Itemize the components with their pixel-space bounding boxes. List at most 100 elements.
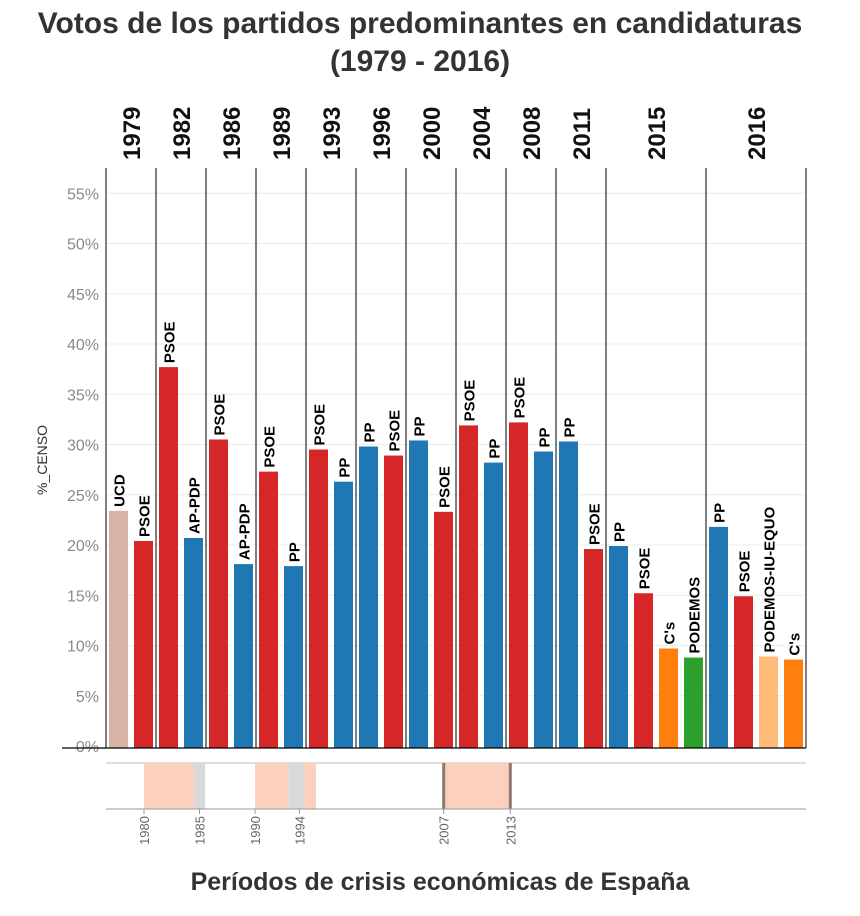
bar <box>334 481 353 748</box>
bar-label: PODEMOS-IU-EQUO <box>762 506 779 652</box>
crisis-period <box>288 763 304 809</box>
bar-label: PP <box>287 542 304 562</box>
bar-label: PP <box>612 522 629 542</box>
bar <box>184 537 203 748</box>
election-year-label: 1989 <box>269 107 296 160</box>
bar-label: PODEMOS <box>687 577 704 654</box>
bar <box>534 451 553 748</box>
bar <box>659 648 678 748</box>
bar <box>409 440 428 748</box>
bar <box>109 510 128 748</box>
bar-label: PSOE <box>587 503 604 545</box>
y-tick-label: 45% <box>67 287 99 304</box>
bar <box>384 455 403 748</box>
y-axis-ticks: 0%5%10%15%20%25%30%35%40%45%50%55% <box>67 186 99 756</box>
crisis-tick-label: 1985 <box>193 816 208 845</box>
bar-label: C's <box>787 633 804 656</box>
y-tick-label: 20% <box>67 538 99 555</box>
bar <box>634 593 653 748</box>
bar <box>284 566 303 748</box>
crisis-tick-label: 1980 <box>137 816 152 845</box>
bar <box>359 446 378 748</box>
crisis-period <box>443 763 511 809</box>
bar-label: PSOE <box>512 377 529 419</box>
crisis-tick-label: 2007 <box>437 816 452 845</box>
crisis-period <box>193 763 206 809</box>
crisis-tick-label: 1994 <box>292 816 307 845</box>
bars <box>109 367 803 748</box>
y-tick-label: 5% <box>76 689 99 706</box>
bar <box>684 657 703 748</box>
y-tick-label: 25% <box>67 488 99 505</box>
election-years: 1979 1982 1986 1989 1993 1996 2000 2004 2008 2011… <box>119 106 771 160</box>
election-year-label: 2015 <box>644 107 671 160</box>
bar-label: PSOE <box>137 495 154 537</box>
chart-title-line2: (1979 - 2016) <box>330 45 510 78</box>
election-year-label: 2004 <box>469 106 496 160</box>
y-tick-label: 35% <box>67 387 99 404</box>
election-year-label: 2011 <box>569 108 596 160</box>
bar-label: PP <box>412 416 429 436</box>
bar-label: C's <box>662 622 679 645</box>
bar-label: PP <box>487 439 504 459</box>
crisis-period <box>255 763 289 809</box>
election-year-label: 1996 <box>369 107 396 160</box>
bar <box>609 546 628 748</box>
bar <box>759 656 778 748</box>
bar <box>784 659 803 748</box>
y-tick-label: 40% <box>67 337 99 354</box>
chart-title-line1: Votos de los partidos predominantes en c… <box>38 7 803 40</box>
crisis-period <box>303 763 317 809</box>
bar-label: AP-PDP <box>187 477 204 534</box>
bar <box>234 564 253 748</box>
x-axis-label: Períodos de crisis económicas de España <box>191 868 691 896</box>
bar-label: AP-PDP <box>237 503 254 560</box>
bar-label: PP <box>537 428 554 448</box>
election-separators <box>62 168 807 749</box>
y-axis-label: %_CENSO <box>34 425 50 495</box>
y-tick-label: 15% <box>67 588 99 605</box>
bar-label: PSOE <box>262 426 279 468</box>
bar-label: PP <box>562 417 579 437</box>
bar-label: PSOE <box>637 548 654 590</box>
crisis-timeline: 1980 1985 1990 1994 2007 2013 <box>106 762 806 845</box>
y-tick-label: 30% <box>67 438 99 455</box>
election-year-label: 1979 <box>119 107 146 160</box>
bar-label: PSOE <box>162 321 179 363</box>
y-tick-label: 50% <box>67 237 99 254</box>
bar-label: PSOE <box>462 380 479 422</box>
bar <box>709 526 728 748</box>
bar-label: PSOE <box>737 551 754 593</box>
election-year-label: 1986 <box>219 107 246 160</box>
bar <box>459 425 478 748</box>
bar-label: PSOE <box>437 466 454 508</box>
bar <box>159 367 178 748</box>
bar-label: PP <box>362 422 379 442</box>
crisis-tick-label: 1990 <box>248 816 263 845</box>
bar <box>734 596 753 748</box>
bar <box>259 471 278 748</box>
bar-labels: UCD PSOE PSOE AP-PDP PSOE AP-PDP PSOE PP PSOE PP P… <box>112 321 804 655</box>
election-year-label: 1993 <box>319 107 346 160</box>
election-year-label: 2008 <box>519 107 546 160</box>
bar <box>584 549 603 748</box>
crisis-period <box>144 763 194 809</box>
bar-label: UCD <box>112 474 129 507</box>
y-tick-label: 55% <box>67 186 99 203</box>
bar <box>434 511 453 748</box>
bar <box>209 439 228 748</box>
bar <box>309 449 328 748</box>
bar-label: PSOE <box>312 404 329 446</box>
bar <box>559 441 578 748</box>
bar <box>134 540 153 748</box>
y-tick-label: 10% <box>67 639 99 656</box>
bar-label: PSOE <box>387 410 404 452</box>
bar-label: PP <box>712 503 729 523</box>
election-year-label: 1982 <box>169 107 196 160</box>
election-year-label: 2000 <box>419 107 446 160</box>
bar <box>509 422 528 748</box>
crisis-tick-label: 2013 <box>503 816 518 845</box>
election-year-label: 2016 <box>744 107 771 160</box>
bar <box>484 462 503 748</box>
